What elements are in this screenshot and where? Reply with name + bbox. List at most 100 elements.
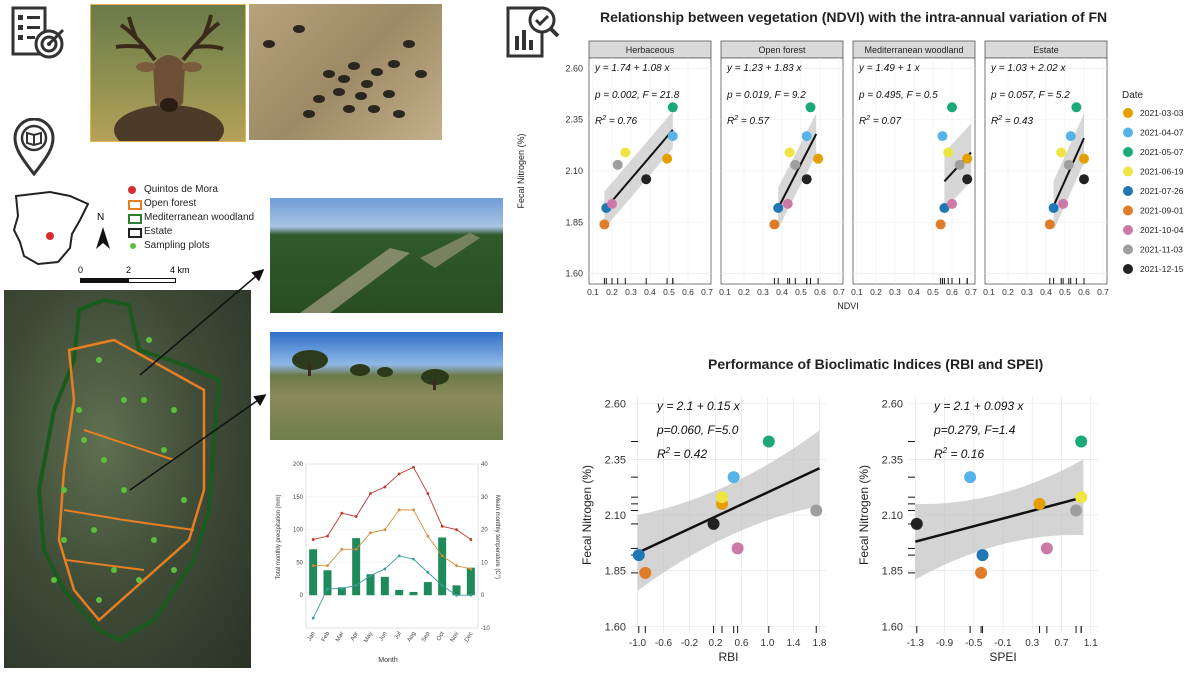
bio-x-tick: 0.3: [1025, 638, 1039, 649]
temperature-point: [397, 508, 401, 512]
temperature-point: [340, 547, 344, 551]
climate-month-tick: Nov: [450, 631, 461, 643]
data-point: [947, 198, 957, 209]
data-point: [1058, 198, 1069, 209]
legend-date: 2021-09-01: [1140, 206, 1184, 216]
ndvi-x-tick: 0.3: [889, 287, 901, 297]
r2-label: R2 = 0.42: [657, 446, 707, 461]
ndvi-x-tick: 0.7: [965, 287, 977, 297]
data-point: [939, 202, 950, 213]
scale-label-0: 0: [78, 265, 84, 275]
facet-title: Open forest: [758, 45, 806, 55]
data-point: [662, 153, 673, 164]
ndvi-xlabel: NDVI: [837, 301, 859, 311]
data-point: [954, 159, 965, 170]
legend-dot: [1123, 127, 1133, 138]
r2-label: R2 = 0.76: [595, 115, 637, 127]
precip-bar: [409, 591, 418, 596]
ndvi-x-tick: 0.1: [587, 287, 599, 297]
stats-label: p=0.279, F=1.4: [933, 423, 1016, 437]
temperature-point: [326, 534, 329, 538]
data-point: [1071, 102, 1082, 113]
bio-xlabel: SPEI: [989, 650, 1016, 664]
ndvi-x-tick: 0.6: [946, 287, 958, 297]
scale-label-2: 2: [126, 265, 132, 275]
data-point: [810, 504, 823, 517]
bio-y-tick: 2.10: [882, 510, 903, 522]
bio-x-tick: 0.6: [735, 638, 749, 649]
legend-date: 2021-11-03: [1140, 245, 1183, 255]
equation-label: y = 1.03 + 2.02 x: [990, 63, 1066, 74]
bio-y-tick: 2.35: [605, 454, 626, 466]
ndvi-x-tick: 0.1: [719, 287, 731, 297]
bio-y-tick: 2.60: [605, 399, 626, 411]
regression-line: [777, 133, 818, 209]
bio-xlabel: RBI: [718, 650, 738, 664]
legend-plots-label: Sampling plots: [144, 240, 210, 251]
temperature-point: [440, 554, 444, 558]
bio-x-tick: -0.2: [681, 638, 699, 649]
climate-ylabel-left: Total monthly precipitation (mm): [276, 494, 282, 579]
climate-month-tick: Mar: [335, 631, 345, 643]
climate-month-tick: Dec: [464, 631, 475, 643]
climate-right-tick: -10: [481, 626, 490, 632]
legend-marker-quintos: [128, 186, 136, 194]
temperature-point: [340, 511, 344, 515]
bio-x-tick: -0.5: [965, 638, 983, 649]
data-point: [805, 102, 816, 113]
bio-x-tick: -0.1: [994, 638, 1012, 649]
facet-title: Mediterranean woodland: [864, 45, 963, 55]
checklist-target-icon: [5, 4, 67, 62]
legend-dot: [1123, 166, 1133, 177]
temperature-point: [440, 583, 444, 587]
temperature-point: [354, 515, 358, 518]
precip-bar: [352, 538, 361, 596]
ndvi-x-tick: 0.5: [1059, 287, 1071, 297]
data-point: [599, 219, 610, 230]
precip-bar: [438, 537, 447, 596]
data-point: [801, 174, 812, 185]
temperature-point: [412, 508, 415, 512]
legend-date: 2021-04-07: [1140, 128, 1184, 138]
data-point: [1075, 435, 1088, 448]
ndvi-x-tick: 0.2: [738, 287, 750, 297]
data-point: [632, 549, 645, 562]
precip-bar: [466, 567, 475, 596]
satellite-map: [4, 290, 251, 668]
bio-x-tick: 0.7: [1055, 638, 1069, 649]
climate-right-tick: 0: [481, 593, 485, 599]
legend-title: Date: [1122, 90, 1144, 101]
temperature-point: [369, 492, 372, 495]
temperature-point: [311, 564, 315, 568]
ndvi-y-tick: 1.85: [565, 217, 583, 227]
bio-x-tick: 0.2: [709, 638, 723, 649]
ndvi-x-tick: 0.4: [1040, 287, 1052, 297]
data-point: [801, 131, 812, 142]
climate-right-tick: 10: [481, 560, 488, 566]
legend-date: 2021-05-07: [1140, 147, 1184, 157]
ndvi-x-tick: 0.4: [644, 287, 656, 297]
ndvi-x-tick: 0.3: [757, 287, 769, 297]
temperature-line: [312, 555, 471, 619]
equation-label: y = 2.1 + 0.15 x: [656, 399, 741, 413]
temperature-point: [311, 616, 315, 620]
data-point: [773, 202, 784, 213]
temperature-point: [354, 547, 358, 551]
bio-x-tick: -1.0: [629, 638, 647, 649]
temperature-line: [313, 509, 471, 570]
legend-marker-estate: [128, 228, 142, 238]
data-point: [910, 517, 923, 530]
ndvi-chart: Fecal Nitrogen (%) 1.60 1.85 2.10 2.35 2.60 He…: [512, 36, 1200, 350]
data-point: [964, 471, 977, 484]
data-point: [1079, 174, 1089, 185]
stats-label: p = 0.002, F = 21.8: [594, 90, 680, 101]
bottom-figure-title: Performance of Bioclimatic Indices (RBI …: [708, 356, 1044, 372]
bio-y-tick: 2.35: [882, 454, 903, 466]
temperature-point: [426, 492, 430, 495]
data-point: [639, 566, 652, 579]
data-point: [707, 517, 720, 530]
bio-ylabel: Fecal Nitrogen (%): [580, 465, 594, 565]
temperature-point: [383, 528, 387, 531]
data-point: [1065, 131, 1076, 142]
r2-label: R2 = 0.43: [991, 115, 1033, 127]
